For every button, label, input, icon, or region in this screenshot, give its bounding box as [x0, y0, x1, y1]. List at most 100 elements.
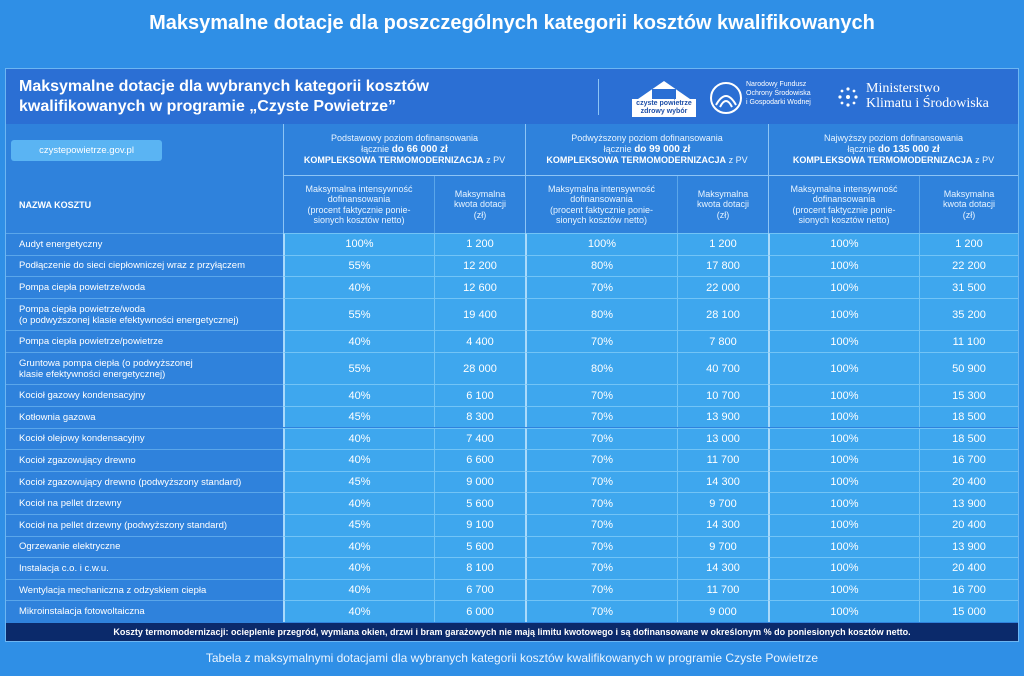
- data-cell: 9 100: [434, 513, 525, 536]
- data-cell: 13 000: [677, 427, 768, 450]
- level-scope-text: KOMPLEKSOWA TERMOMODERNIZACJA: [546, 155, 727, 166]
- data-cell: 100%: [768, 600, 919, 622]
- amount-header: Maksymalna kwota dotacji (zł): [919, 176, 1018, 233]
- row-name: Audyt energetyczny: [6, 233, 283, 255]
- card-header: Maksymalne dotacje dla wybranych kategor…: [6, 69, 1018, 124]
- data-cell: 100%: [768, 492, 919, 514]
- data-cell: 50 900: [919, 351, 1018, 385]
- level-total: łącznie do 135 000 zł: [847, 144, 939, 156]
- data-cell: 70%: [525, 578, 677, 601]
- header-line: kwota dotacji: [696, 199, 750, 210]
- ministry-logo: Ministerstwo Klimatu i Środowiska: [866, 81, 989, 111]
- data-cell: 18 500: [919, 427, 1018, 450]
- data-cell: 70%: [525, 535, 677, 558]
- data-cell: 28 000: [434, 351, 525, 385]
- level-scope: KOMPLEKSOWA TERMOMODERNIZACJA z PV: [304, 155, 505, 166]
- card-title-line: kwalifikowanych w programie „Czyste Powi…: [19, 98, 396, 115]
- logo-text: czyste powietrze: [636, 100, 692, 107]
- row-name-line: Kocioł olejowy kondensacyjny: [19, 433, 145, 445]
- level-scope: KOMPLEKSOWA TERMOMODERNIZACJA z PV: [546, 155, 747, 166]
- data-cell: 14 300: [677, 470, 768, 493]
- table-card: Maksymalne dotacje dla wybranych kategor…: [5, 68, 1019, 642]
- data-cell: 70%: [525, 330, 677, 352]
- header-line: (procent faktycznie ponie-: [549, 204, 654, 215]
- data-cell: 14 300: [677, 513, 768, 536]
- level-name: Podwyższony poziom dofinansowania: [571, 133, 723, 144]
- program-logo-icon: [638, 81, 690, 99]
- data-cell: 70%: [525, 384, 677, 406]
- data-cell: 17 800: [677, 254, 768, 277]
- level-header: Podstawowy poziom dofinansowania łącznie …: [283, 124, 525, 176]
- data-cell: 19 400: [434, 297, 525, 331]
- header-line: sionych kosztów netto): [313, 215, 405, 225]
- data-cell: 22 200: [919, 254, 1018, 277]
- data-cell: 100%: [768, 427, 919, 450]
- header-line: dofinansowania: [812, 194, 876, 204]
- data-cell: 70%: [525, 600, 677, 622]
- data-cell: 6 600: [434, 449, 525, 471]
- data-cell: 40%: [283, 492, 434, 514]
- data-cell: 100%: [768, 513, 919, 536]
- level-scope-suffix: z PV: [975, 155, 995, 166]
- row-name: Kotłownia gazowa: [6, 405, 283, 428]
- level-name: Podstawowy poziom dofinansowania: [330, 133, 479, 144]
- row-name: Kocioł na pellet drzewny: [6, 492, 283, 514]
- data-cell: 8 300: [434, 405, 525, 428]
- footnote: Koszty termomodernizacji: ocieplenie prz…: [6, 623, 1018, 641]
- row-name: Gruntowa pompa ciepła (o podwyższonej kla…: [6, 351, 283, 385]
- row-name: Kocioł na pellet drzewny (podwyższony st…: [6, 513, 283, 536]
- header-line: sionych kosztów netto): [798, 215, 890, 225]
- data-cell: 20 400: [919, 470, 1018, 493]
- data-cell: 100%: [768, 449, 919, 471]
- level-total: łącznie do 66 000 zł: [361, 144, 448, 156]
- row-name: Wentylacja mechaniczna z odzyskiem ciepł…: [6, 578, 283, 601]
- data-cell: 16 700: [919, 578, 1018, 601]
- logo-text: Ochrony Środowiska: [746, 90, 811, 97]
- header-line: Maksymalna intensywność: [790, 183, 898, 194]
- amount-header: Maksymalna kwota dotacji (zł): [677, 176, 768, 233]
- data-cell: 100%: [768, 330, 919, 352]
- row-name-line: Mikroinstalacja fotowoltaiczna: [19, 606, 145, 618]
- header-line: sionych kosztów netto): [555, 215, 648, 225]
- data-cell: 40%: [283, 578, 434, 601]
- logo-text: i Gospodarki Wodnej: [746, 99, 811, 106]
- data-cell: 5 600: [434, 535, 525, 558]
- row-name: Kocioł zgazowujący drewno: [6, 449, 283, 471]
- level-scope-text: KOMPLEKSOWA TERMOMODERNIZACJA: [792, 155, 973, 166]
- level-total-amount: do 66 000 zł: [391, 143, 448, 155]
- row-name: Pompa ciepła powietrze/powietrze: [6, 330, 283, 352]
- level-scope-suffix: z PV: [728, 155, 748, 166]
- row-name-line: Gruntowa pompa ciepła (o podwyższonej: [19, 357, 193, 369]
- row-name-line: Kocioł na pellet drzewny: [19, 498, 122, 510]
- data-cell: 18 500: [919, 405, 1018, 428]
- data-cell: 100%: [768, 276, 919, 298]
- row-name-line: Podłączenie do sieci ciepłowniczej wraz …: [19, 260, 245, 272]
- data-cell: 45%: [283, 405, 434, 428]
- website-cell: czystepowietrze.gov.pl: [6, 124, 283, 176]
- logo-text: zdrowy wybór: [640, 108, 688, 115]
- data-cell: 40%: [283, 384, 434, 406]
- data-cell: 45%: [283, 513, 434, 536]
- data-cell: 9 700: [677, 492, 768, 514]
- data-cell: 4 400: [434, 330, 525, 352]
- data-cell: 55%: [283, 351, 434, 385]
- data-cell: 20 400: [919, 513, 1018, 536]
- card-title: Maksymalne dotacje dla wybranych kategor…: [19, 77, 429, 117]
- row-name: Pompa ciepła powietrze/woda (o podwyższon…: [6, 297, 283, 331]
- data-cell: 100%: [768, 557, 919, 579]
- data-cell: 12 200: [434, 254, 525, 277]
- row-name-line: Audyt energetyczny: [19, 238, 103, 250]
- row-name-line: Kotłownia gazowa: [19, 411, 96, 423]
- page-title: Maksymalne dotacje dla poszczególnych ka…: [149, 12, 875, 34]
- data-cell: 45%: [283, 470, 434, 493]
- header-line: dofinansowania: [570, 194, 633, 204]
- data-cell: 11 700: [677, 449, 768, 471]
- level-total-prefix: łącznie: [847, 143, 876, 154]
- row-name-line: Ogrzewanie elektryczne: [19, 541, 121, 553]
- data-cell: 80%: [525, 254, 677, 277]
- row-name: Podłączenie do sieci ciepłowniczej wraz …: [6, 254, 283, 277]
- data-cell: 100%: [768, 405, 919, 428]
- data-cell: 80%: [525, 297, 677, 331]
- row-name-line: (o podwyższonej klasie efektywności ener…: [19, 314, 239, 326]
- data-cell: 70%: [525, 427, 677, 450]
